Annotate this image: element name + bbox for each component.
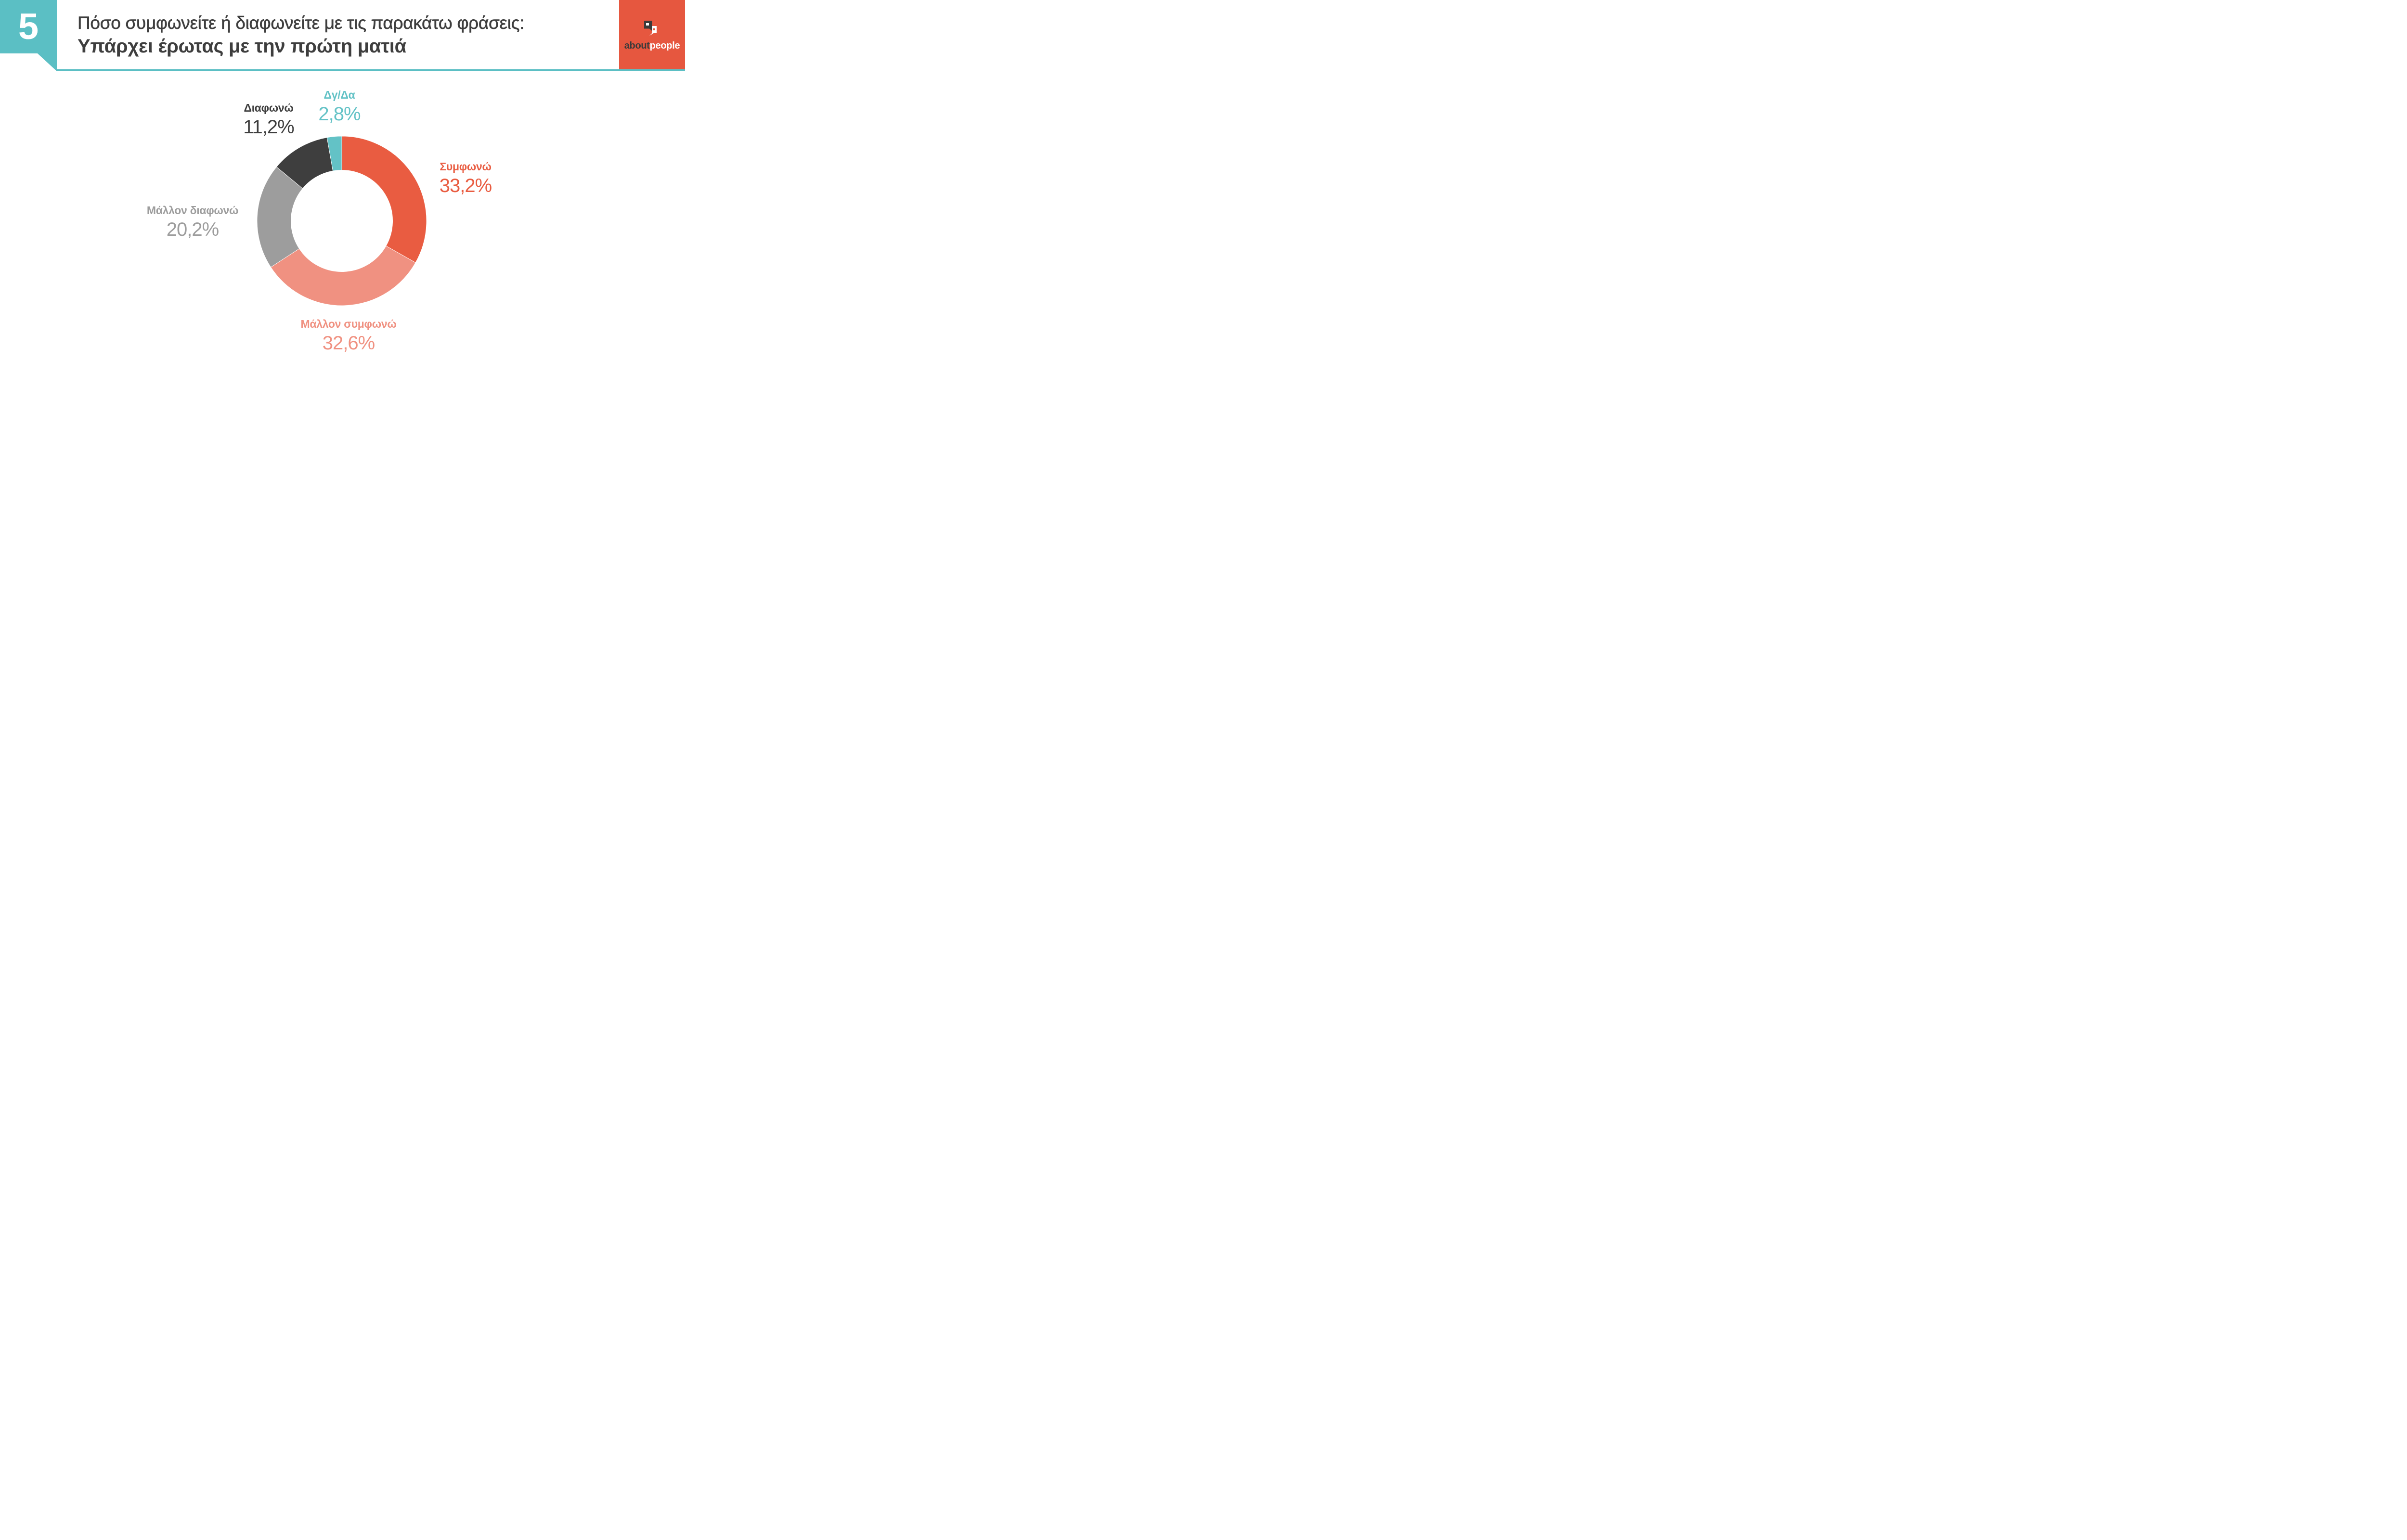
segment-value: 20,2% bbox=[166, 219, 219, 240]
donut-segment-2 bbox=[257, 167, 303, 268]
slide-number: 5 bbox=[18, 6, 39, 47]
question-title: Πόσο συμφωνείτε ή διαφωνείτε με τις παρα… bbox=[78, 13, 525, 33]
donut-segment-0 bbox=[341, 136, 427, 263]
logo-wordmark: aboutpeople bbox=[619, 40, 685, 51]
statement-title: Υπάρχει έρωτας με την πρώτη ματιά bbox=[78, 36, 406, 57]
segment-value: 33,2% bbox=[439, 175, 492, 196]
segment-callout-disagree: Διαφωνώ 11,2% bbox=[243, 102, 294, 138]
donut-chart bbox=[257, 136, 427, 306]
segment-label: Δγ/Δα bbox=[324, 89, 355, 101]
slide-number-badge: 5 bbox=[0, 0, 57, 71]
donut-segment-4 bbox=[326, 136, 342, 171]
segment-value: 11,2% bbox=[243, 116, 294, 138]
donut-segment-1 bbox=[271, 245, 416, 306]
segment-label: Συμφωνώ bbox=[440, 160, 492, 173]
segment-value: 2,8% bbox=[318, 103, 361, 125]
segment-label: Μάλλον διαφωνώ bbox=[146, 204, 239, 217]
logo-text-people: people bbox=[649, 40, 680, 51]
segment-callout-dont-know: Δγ/Δα 2,8% bbox=[318, 89, 361, 125]
slide: 5 Πόσο συμφωνείτε ή διαφωνείτε με τις πα… bbox=[0, 0, 685, 385]
header-separator-line bbox=[56, 69, 685, 71]
segment-value: 32,6% bbox=[322, 333, 375, 354]
segment-callout-agree: Συμφωνώ 33,2% bbox=[440, 160, 492, 197]
logo-speech-bubble-dark-icon bbox=[644, 21, 652, 31]
logo-bubble-hole-white bbox=[646, 23, 649, 26]
segment-label: Μάλλον συμφωνώ bbox=[300, 318, 397, 330]
segment-callout-rather-agree: Μάλλον συμφωνώ 32,6% bbox=[301, 318, 397, 354]
logo-text-about: about bbox=[624, 40, 650, 51]
segment-label: Διαφωνώ bbox=[244, 102, 294, 114]
logo-block: aboutpeople bbox=[619, 0, 685, 69]
segment-callout-rather-disagree: Μάλλον διαφωνώ 20,2% bbox=[146, 204, 239, 241]
logo-bubble-hole-orange bbox=[653, 28, 656, 31]
title-block: Πόσο συμφωνείτε ή διαφωνείτε με τις παρα… bbox=[78, 12, 525, 58]
